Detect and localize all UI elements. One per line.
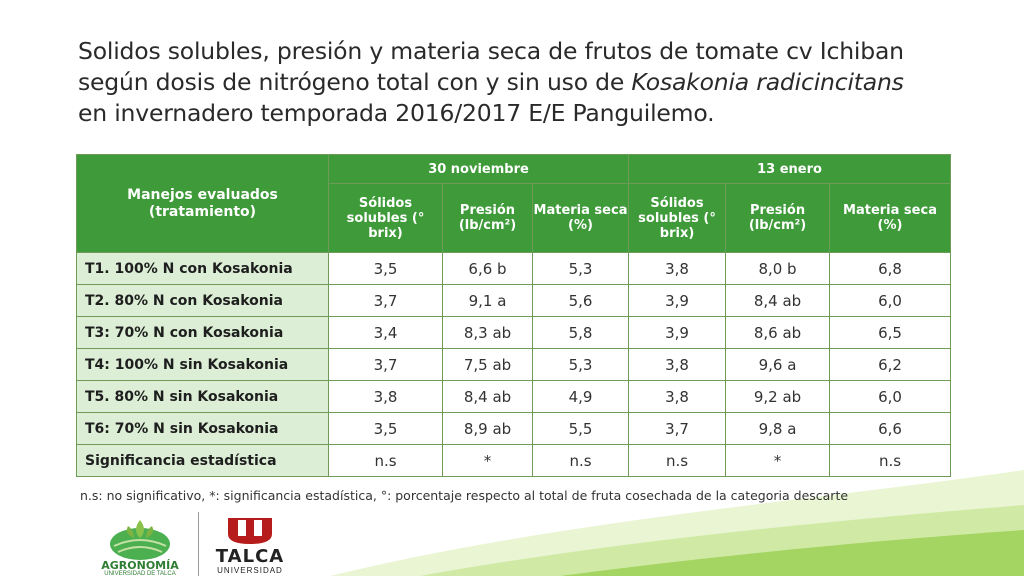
column-header: Materia seca (%) <box>531 183 630 253</box>
title-line-1: Solidos solubles, presión y materia seca… <box>78 37 904 65</box>
table-cell: 5,3 <box>531 348 630 381</box>
table-row: T3: 70% N con Kosakonia 3,4 8,3 ab 5,8 3… <box>76 316 952 349</box>
table-cell: 3,5 <box>328 252 443 285</box>
globe-leaf-icon <box>110 520 170 560</box>
table-cell: 8,9 ab <box>442 412 533 445</box>
agronomia-logo: AGRONOMÍA UNIVERSIDAD DE TALCA <box>88 516 192 577</box>
table-cell: 6,0 <box>829 284 952 317</box>
table-cell: 3,8 <box>628 348 727 381</box>
table-cell: 9,8 a <box>725 412 831 445</box>
table-cell: 6,6 <box>829 412 952 445</box>
table-cell: 6,8 <box>829 252 952 285</box>
agronomia-logo-text: AGRONOMÍA <box>101 559 179 572</box>
table-row: T5. 80% N sin Kosakonia 3,8 8,4 ab 4,9 3… <box>76 380 952 413</box>
table-row: T1. 100% N con Kosakonia 3,5 6,6 b 5,3 3… <box>76 252 952 285</box>
table-cell: 3,8 <box>628 380 727 413</box>
logo-divider <box>198 512 199 576</box>
table-cell: 7,5 ab <box>442 348 533 381</box>
row-label: T4: 100% N sin Kosakonia <box>76 348 329 381</box>
group-header-13-enero: 13 enero <box>628 154 952 184</box>
table-row: T6: 70% N sin Kosakonia 3,5 8,9 ab 5,5 3… <box>76 412 952 445</box>
column-header: Materia seca (%) <box>829 183 952 253</box>
table-cell: 9,6 a <box>725 348 831 381</box>
page-title: Solidos solubles, presión y materia seca… <box>78 36 978 129</box>
row-label: Significancia estadística <box>76 444 329 477</box>
title-species: Kosakonia radicincitans <box>631 68 904 96</box>
column-header: Sólidos solubles (° brix) <box>328 183 443 253</box>
table-cell: 5,5 <box>531 412 630 445</box>
table-cell: 3,5 <box>328 412 443 445</box>
table-cell: n.s <box>628 444 727 477</box>
table-cell: 3,7 <box>628 412 727 445</box>
table-cell: 6,0 <box>829 380 952 413</box>
table-cell: 3,4 <box>328 316 443 349</box>
talca-logo-subtext: UNIVERSIDAD <box>217 566 283 575</box>
row-label: T5. 80% N sin Kosakonia <box>76 380 329 413</box>
column-header: Sólidos solubles (° brix) <box>628 183 727 253</box>
table-cell: 8,0 b <box>725 252 831 285</box>
table-cell: 6,5 <box>829 316 952 349</box>
table-cell: 9,2 ab <box>725 380 831 413</box>
table-cell: n.s <box>829 444 952 477</box>
table-cell: 3,8 <box>628 252 727 285</box>
title-line-3: en invernadero temporada 2016/2017 E/E P… <box>78 99 715 127</box>
title-line-2-text: según dosis de nitrógeno total con y sin… <box>78 68 632 96</box>
table-cell: 8,3 ab <box>442 316 533 349</box>
talca-logo-text: TALCA <box>215 546 285 567</box>
table-cell: 8,4 ab <box>442 380 533 413</box>
agronomia-logo-subtext: UNIVERSIDAD DE TALCA <box>104 571 176 577</box>
table-cell: * <box>725 444 831 477</box>
table-body: T1. 100% N con Kosakonia 3,5 6,6 b 5,3 3… <box>76 252 952 477</box>
treatment-header: Manejos evaluados (tratamiento) <box>76 154 329 253</box>
table-cell: 5,8 <box>531 316 630 349</box>
footnote: n.s: no significativo, *: significancia … <box>80 488 849 503</box>
column-header: Presión (lb/cm²) <box>442 183 533 253</box>
table-cell: n.s <box>328 444 443 477</box>
table-cell: 3,9 <box>628 316 727 349</box>
title-line-2: según dosis de nitrógeno total con y sin… <box>78 67 978 98</box>
table-cell: 3,7 <box>328 348 443 381</box>
table-row: T2. 80% N con Kosakonia 3,7 9,1 a 5,6 3,… <box>76 284 952 317</box>
results-table: Manejos evaluados (tratamiento) 30 novie… <box>76 154 952 477</box>
table-cell: 5,3 <box>531 252 630 285</box>
table-cell: 3,8 <box>328 380 443 413</box>
row-label: T2. 80% N con Kosakonia <box>76 284 329 317</box>
university-shield-icon <box>228 518 272 544</box>
row-label: T6: 70% N sin Kosakonia <box>76 412 329 445</box>
table-cell: 8,6 ab <box>725 316 831 349</box>
talca-logo: TALCA UNIVERSIDAD <box>206 516 286 576</box>
row-label: T3: 70% N con Kosakonia <box>76 316 329 349</box>
column-header: Presión (lb/cm²) <box>725 183 831 253</box>
table-cell: 3,7 <box>328 284 443 317</box>
table-row: Significancia estadística n.s * n.s n.s … <box>76 444 952 477</box>
table-cell: n.s <box>531 444 630 477</box>
table-cell: 6,2 <box>829 348 952 381</box>
table-cell: 4,9 <box>531 380 630 413</box>
table-cell: 8,4 ab <box>725 284 831 317</box>
group-header-30-noviembre: 30 noviembre <box>327 154 630 184</box>
row-label: T1. 100% N con Kosakonia <box>76 252 329 285</box>
table-cell: 6,6 b <box>442 252 533 285</box>
table-cell: 9,1 a <box>442 284 533 317</box>
table-row: T4: 100% N sin Kosakonia 3,7 7,5 ab 5,3 … <box>76 348 952 381</box>
logos: AGRONOMÍA UNIVERSIDAD DE TALCA TALCA UNI… <box>88 512 328 577</box>
table-cell: 5,6 <box>531 284 630 317</box>
table-cell: * <box>442 444 533 477</box>
table-cell: 3,9 <box>628 284 727 317</box>
